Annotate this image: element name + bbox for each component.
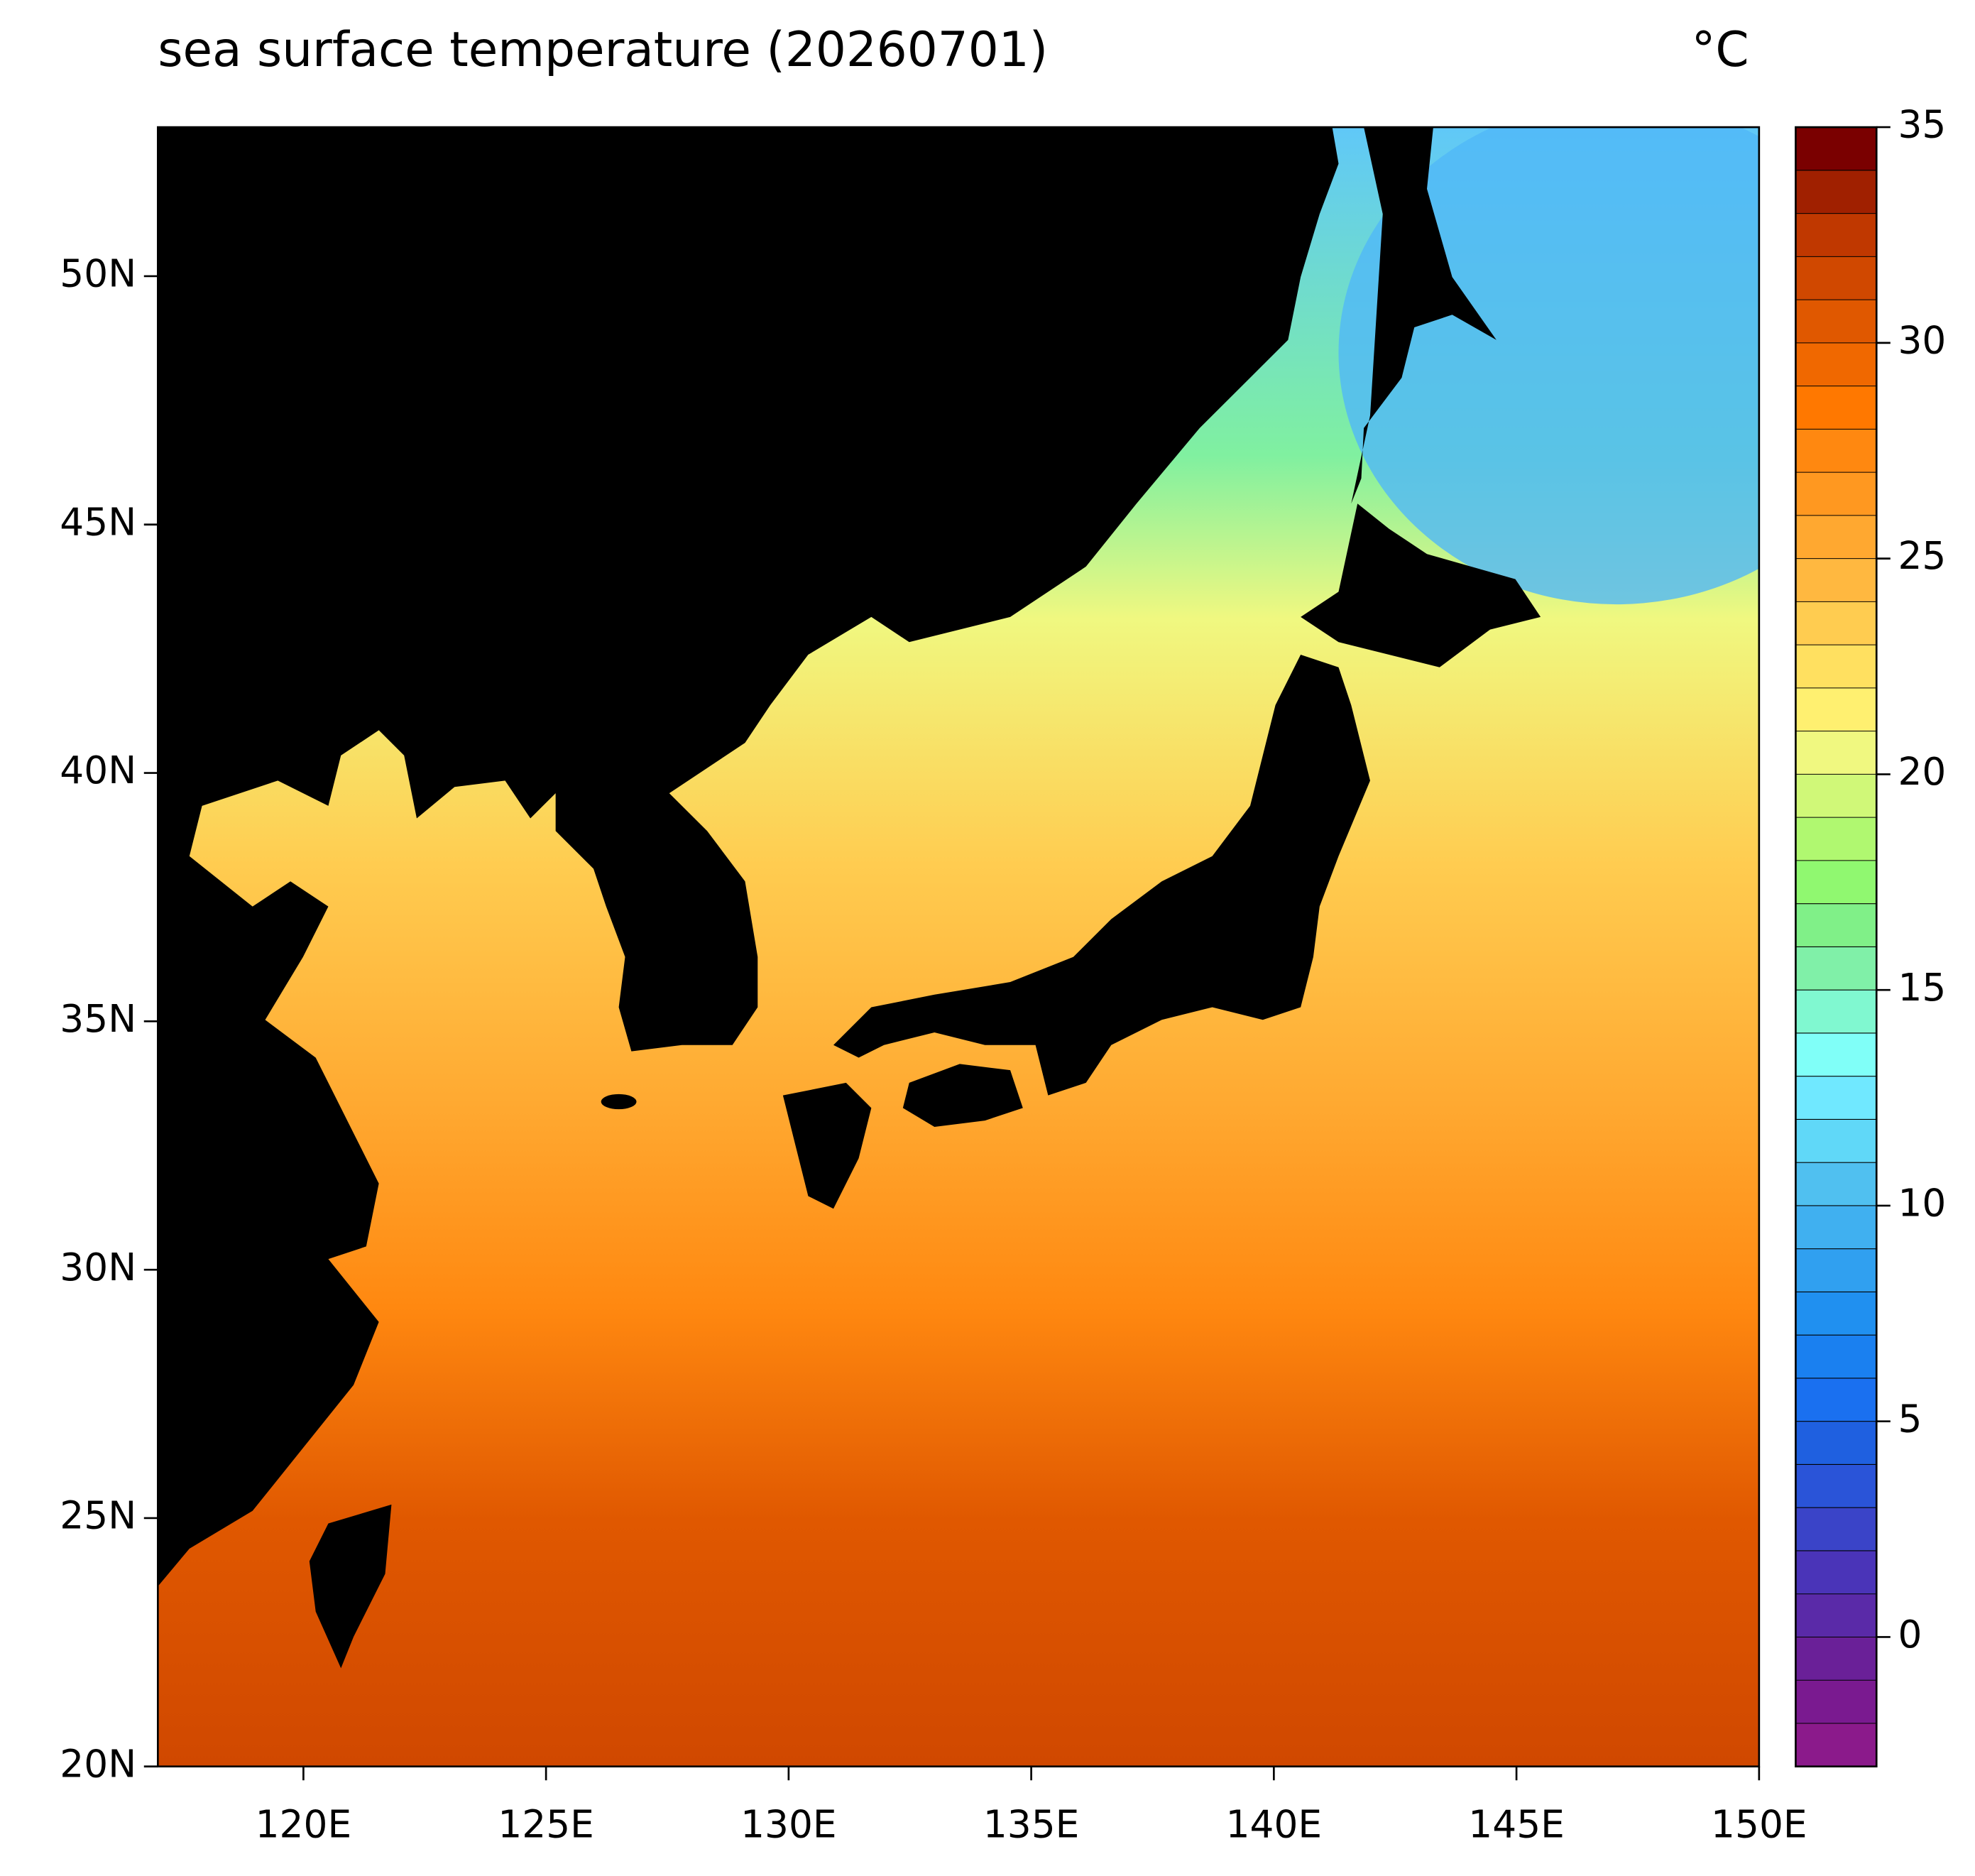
colorbar-level [1795, 1680, 1877, 1724]
colorbar-level [1795, 472, 1877, 516]
colorbar-level [1795, 903, 1877, 947]
colorbar-level [1795, 515, 1877, 560]
colorbar-level [1795, 687, 1877, 732]
colorbar-tick-label: 20 [1898, 750, 1946, 794]
colorbar-tick-label: 25 [1898, 534, 1946, 578]
colorbar-level [1795, 645, 1877, 689]
colorbar-level [1795, 990, 1877, 1034]
land-asia [158, 127, 1339, 1587]
plot-frame [157, 126, 1761, 1768]
y-tick-label: 50N [60, 252, 136, 296]
colorbar-level [1795, 1507, 1877, 1551]
land-kyushu [782, 1082, 872, 1209]
y-tick-label: 20N [60, 1742, 136, 1786]
cold-water [1338, 127, 1759, 605]
colorbar-level [1795, 1248, 1877, 1292]
colorbar-level [1795, 429, 1877, 473]
colorbar-level [1795, 1464, 1877, 1508]
colorbar-level [1795, 1378, 1877, 1422]
colorbar-level [1795, 1637, 1877, 1681]
colorbar-tick-label: 35 [1898, 103, 1946, 147]
land-jeju [601, 1094, 637, 1110]
colorbar-level [1795, 386, 1877, 430]
colorbar-level [1795, 213, 1877, 257]
y-tick-label: 25N [60, 1494, 136, 1538]
x-tick-label: 140E [1226, 1803, 1323, 1847]
colorbar-tick-label: 15 [1898, 966, 1946, 1010]
colorbar-level [1795, 1723, 1877, 1767]
colorbar-tick-label: 10 [1898, 1182, 1946, 1226]
colorbar-level [1795, 170, 1877, 214]
colorbar-level [1795, 1550, 1877, 1595]
colorbar-level [1795, 860, 1877, 905]
colorbar-level [1795, 1205, 1877, 1250]
x-tick-label: 125E [498, 1803, 594, 1847]
x-tick-label: 130E [740, 1803, 837, 1847]
colorbar-level [1795, 300, 1877, 344]
land-taiwan [309, 1504, 392, 1669]
colorbar-level [1795, 127, 1877, 171]
colorbar-level [1795, 1162, 1877, 1206]
colorbar-level [1795, 817, 1877, 861]
colorbar-level [1795, 342, 1877, 387]
colorbar-level [1795, 1292, 1877, 1336]
x-tick-label: 120E [256, 1803, 352, 1847]
colorbar-tick-label: 5 [1898, 1397, 1922, 1441]
colorbar-level [1795, 256, 1877, 300]
colorbar-level [1795, 947, 1877, 991]
colorbar-level [1795, 558, 1877, 602]
colorbar-level [1795, 1593, 1877, 1638]
x-tick-label: 135E [983, 1803, 1080, 1847]
colorbar-level [1795, 601, 1877, 645]
colorbar-level [1795, 774, 1877, 818]
land-hokkaido [1301, 503, 1541, 667]
y-tick-label: 45N [60, 500, 136, 544]
colorbar-level [1795, 1119, 1877, 1163]
map [158, 127, 1759, 1767]
colorbar-level [1795, 1421, 1877, 1465]
colorbar-tick-label: 0 [1898, 1613, 1922, 1657]
y-tick-label: 30N [60, 1245, 136, 1289]
colorbar-frame [1795, 126, 1878, 1768]
colorbar-level [1795, 731, 1877, 775]
colorbar-level [1795, 1335, 1877, 1379]
land-sakhalin [1351, 127, 1497, 504]
y-tick-label: 40N [60, 748, 136, 792]
land-honshu [833, 655, 1370, 1096]
x-tick-label: 150E [1711, 1803, 1807, 1847]
x-tick-label: 145E [1468, 1803, 1565, 1847]
land-shikoku [902, 1064, 1023, 1127]
colorbar-tick-label: 30 [1898, 319, 1946, 363]
y-tick-label: 35N [60, 997, 136, 1041]
chart-title: sea surface temperature (20260701) [158, 21, 1048, 77]
colorbar-level [1795, 1076, 1877, 1120]
colorbar-level [1795, 1032, 1877, 1077]
unit-label: °C [1692, 21, 1749, 77]
